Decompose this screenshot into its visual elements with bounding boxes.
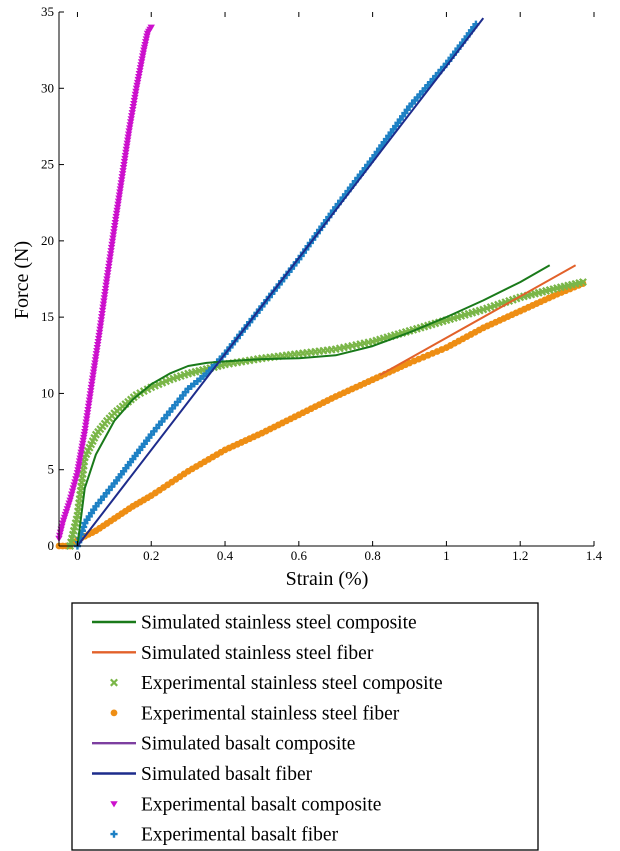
x-tick-label: 1	[443, 548, 450, 563]
legend-items: Simulated stainless steel composite Simul…	[92, 613, 443, 846]
series-simulated-stainless-steel-fiber	[379, 264, 577, 376]
legend-label: Simulated basalt fiber	[141, 764, 313, 785]
legend-item: Experimental basalt composite	[110, 794, 381, 815]
y-tick-label: 10	[41, 385, 54, 400]
legend-label: Simulated stainless steel fiber	[141, 643, 374, 664]
legend-item: Experimental basalt fiber	[110, 825, 339, 846]
y-tick-label: 20	[41, 233, 54, 248]
series-line	[76, 17, 485, 547]
series-simulated-basalt-fiber	[76, 17, 485, 547]
y-tick-label: 15	[41, 309, 54, 324]
data-point	[578, 278, 587, 287]
y-tick-label: 35	[41, 4, 54, 19]
x-axis-label: Strain (%)	[286, 568, 369, 590]
legend-item: Simulated stainless steel fiber	[92, 643, 374, 664]
legend-label: Experimental stainless steel fiber	[141, 703, 400, 724]
series-experimental-stainless-steel-fiber	[55, 280, 587, 550]
y-tick-label: 0	[48, 538, 55, 553]
legend-marker-swatch	[110, 678, 118, 687]
x-tick-label: 0.4	[217, 548, 234, 563]
legend-label: Simulated stainless steel composite	[141, 613, 417, 634]
series-simulated-stainless-steel-composite	[76, 264, 551, 547]
legend-item: Simulated basalt fiber	[92, 764, 313, 785]
series-line	[76, 264, 551, 547]
plot-axes: 0 0.2 0.4 0.6 0.8 1 1.2 1.4 0 5 10 15 20 25 30 35	[41, 4, 603, 563]
y-tick-label: 30	[41, 80, 54, 95]
x-tick-label: 0.6	[291, 548, 308, 563]
legend-label: Experimental basalt fiber	[141, 825, 339, 846]
legend-marker-swatch	[110, 709, 118, 717]
x-tick-label: 0.2	[143, 548, 159, 563]
x-tick-label: 0.8	[364, 548, 380, 563]
legend-item: Experimental stainless steel composite	[110, 673, 443, 694]
y-tick-label: 25	[41, 157, 54, 172]
x-tick-label: 1.2	[512, 548, 528, 563]
legend-label: Experimental stainless steel composite	[141, 673, 443, 694]
y-tick-label: 5	[48, 462, 55, 477]
x-tick-label: 0	[74, 548, 81, 563]
legend: Simulated stainless steel composite Simul…	[71, 602, 539, 851]
series-line	[379, 264, 577, 376]
legend-label: Simulated basalt composite	[141, 734, 355, 755]
legend-item: Experimental stainless steel fiber	[110, 703, 400, 724]
legend-marker-swatch	[110, 801, 118, 808]
series-experimental-basalt-composite	[55, 24, 155, 542]
legend-label: Experimental basalt composite	[141, 794, 381, 815]
data-point	[147, 24, 155, 31]
plot-series	[55, 17, 587, 550]
x-tick-label: 1.4	[586, 548, 603, 563]
legend-item: Simulated stainless steel composite	[92, 613, 417, 634]
legend-item: Simulated basalt composite	[92, 734, 355, 755]
data-point	[79, 523, 88, 531]
legend-box	[71, 602, 539, 851]
y-axis-label: Force (N)	[11, 241, 33, 319]
legend-marker-swatch	[110, 830, 118, 838]
